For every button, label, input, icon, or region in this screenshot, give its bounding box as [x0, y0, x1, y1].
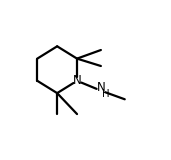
- Text: H: H: [102, 89, 110, 99]
- Text: N: N: [73, 74, 81, 87]
- Text: N: N: [96, 81, 105, 94]
